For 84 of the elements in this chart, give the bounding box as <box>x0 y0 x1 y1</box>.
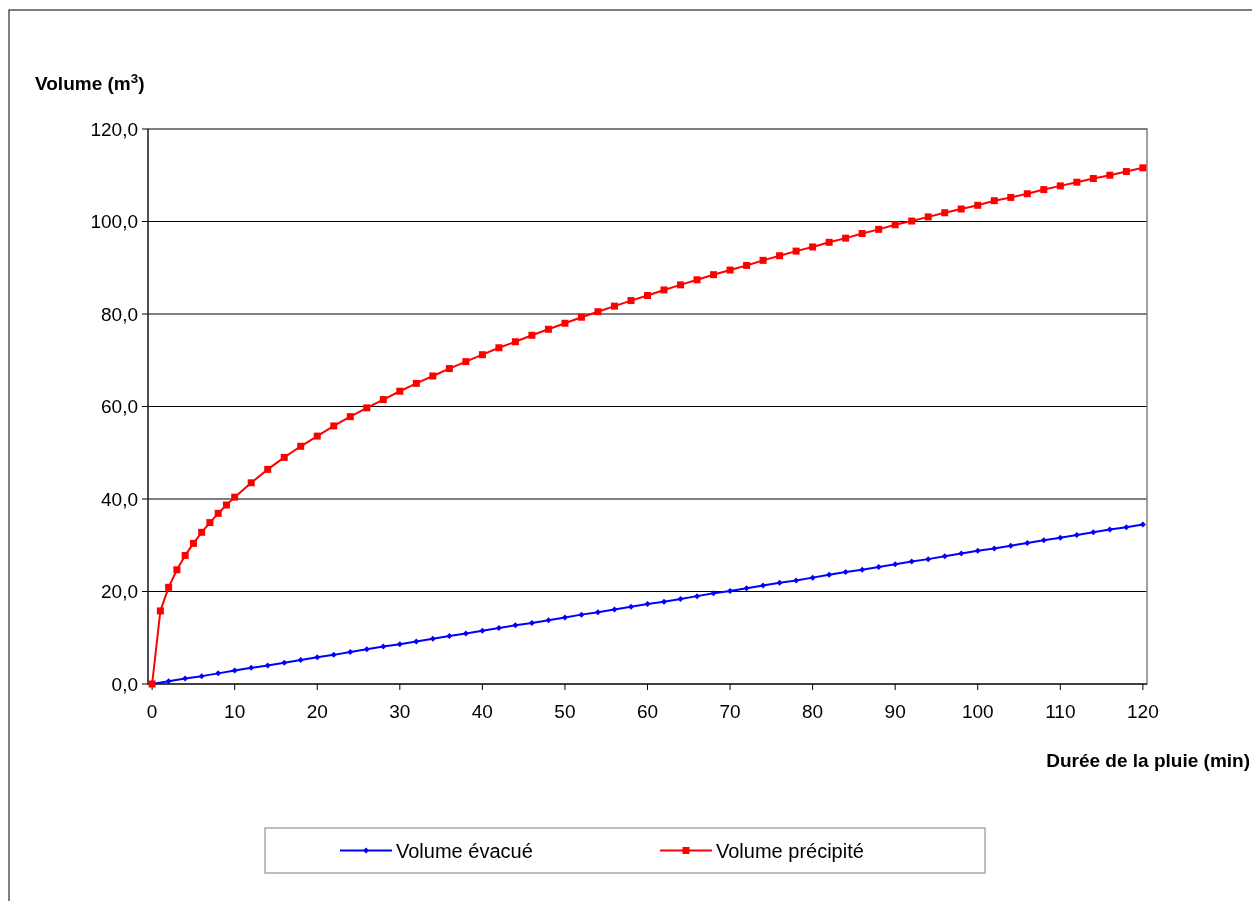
point <box>215 670 222 677</box>
point <box>793 577 800 584</box>
point <box>743 585 750 592</box>
point <box>974 547 981 554</box>
point <box>380 643 387 650</box>
point <box>396 641 403 648</box>
point <box>925 556 932 563</box>
x-axis-title: Durée de la pluie (min) <box>1046 750 1250 771</box>
point <box>1073 532 1080 539</box>
point <box>512 622 519 629</box>
y-tick-label: 80,0 <box>101 303 138 325</box>
y-tick-label: 20,0 <box>101 581 138 603</box>
point <box>991 545 998 552</box>
point <box>694 593 701 600</box>
point <box>1090 529 1097 536</box>
point <box>776 579 783 586</box>
point <box>578 611 585 618</box>
x-tick-label: 10 <box>224 701 246 722</box>
point <box>1007 542 1014 549</box>
point <box>677 595 684 602</box>
point <box>710 590 717 597</box>
point <box>182 675 189 682</box>
point <box>859 566 866 573</box>
point <box>875 563 882 570</box>
point <box>281 659 288 666</box>
x-tick-label: 50 <box>554 701 576 722</box>
point <box>760 582 767 589</box>
point <box>958 550 965 557</box>
x-tick-label: 90 <box>884 701 906 722</box>
x-tick-label: 40 <box>471 701 493 722</box>
point <box>826 571 833 578</box>
point <box>231 667 238 674</box>
point <box>908 558 915 565</box>
x-tick-label: 100 <box>961 701 994 722</box>
x-tick-label: 120 <box>1127 701 1159 722</box>
point <box>314 654 321 661</box>
point <box>545 617 552 624</box>
point <box>842 569 849 576</box>
point <box>611 606 618 613</box>
point <box>627 603 634 610</box>
point <box>594 609 601 616</box>
x-tick-label: 70 <box>719 701 741 722</box>
point <box>330 651 337 658</box>
point <box>413 638 420 645</box>
point <box>892 561 899 568</box>
point <box>1123 524 1130 531</box>
legend-label: Volume précipité <box>716 839 864 862</box>
point <box>661 598 668 605</box>
y-tick-label: 120,0 <box>90 118 138 140</box>
x-tick-label: 60 <box>636 701 659 722</box>
point <box>347 649 354 656</box>
point <box>165 678 172 685</box>
point <box>429 635 436 642</box>
y-tick-label: 60,0 <box>101 396 138 418</box>
y-tick-label: 100,0 <box>90 211 138 233</box>
point <box>1040 537 1047 544</box>
x-tick-label: 110 <box>1045 701 1076 722</box>
point <box>248 664 255 671</box>
point <box>446 632 453 639</box>
x-tick-label: 0 <box>146 701 158 722</box>
legend-label: Volume évacué <box>396 839 533 862</box>
point <box>644 600 651 607</box>
point <box>297 656 304 663</box>
point <box>1106 526 1113 533</box>
point <box>198 673 205 680</box>
point <box>1024 539 1031 546</box>
x-tick-label: 80 <box>802 701 824 722</box>
point <box>941 553 948 560</box>
point <box>528 619 535 626</box>
point <box>727 588 734 595</box>
point <box>363 646 370 653</box>
point <box>462 630 469 637</box>
point <box>1139 521 1146 528</box>
x-tick-label: 20 <box>306 701 328 722</box>
point <box>561 614 568 621</box>
point <box>264 662 271 669</box>
y-tick-label: 40,0 <box>101 488 138 510</box>
point <box>495 625 502 632</box>
y-axis-title: Volume (m$^{3}$) <box>35 70 145 94</box>
x-tick-label: 30 <box>389 701 411 722</box>
point <box>809 574 816 581</box>
y-tick-label: 0,0 <box>111 673 138 695</box>
point <box>1057 534 1064 541</box>
point <box>479 627 486 634</box>
